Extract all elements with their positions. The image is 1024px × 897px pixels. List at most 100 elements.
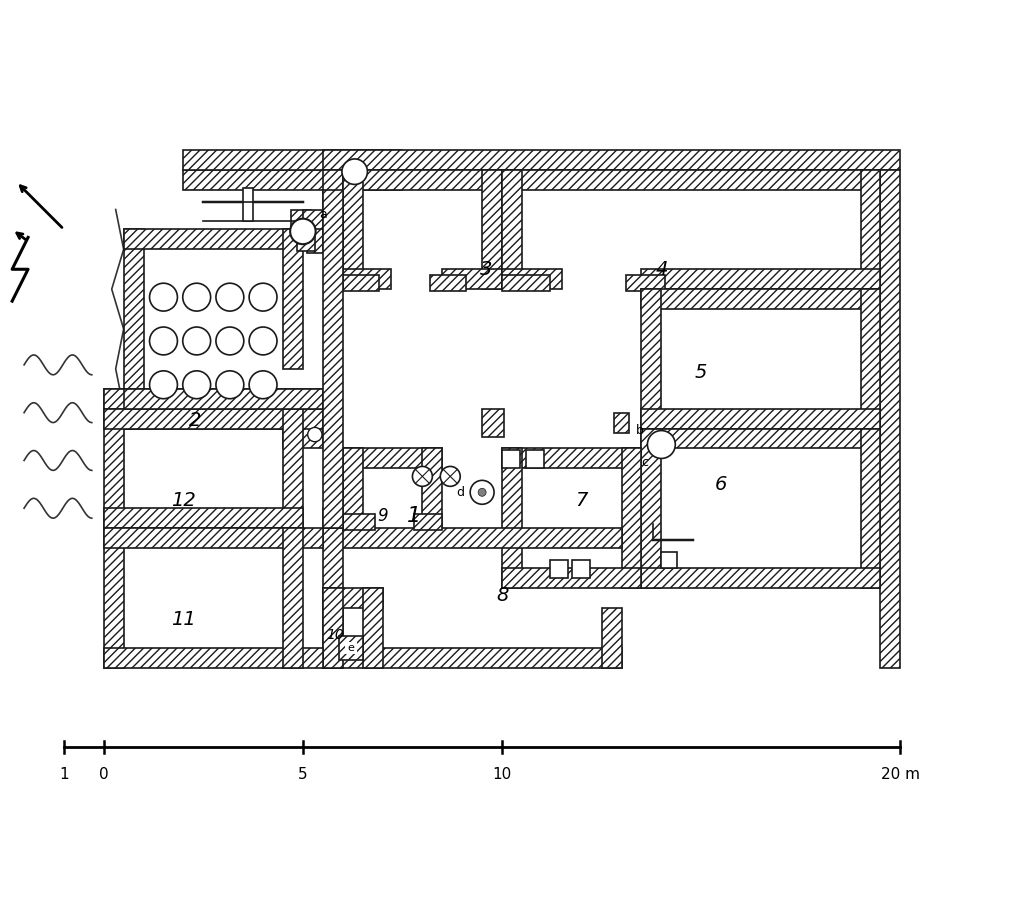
Bar <box>362 189 482 269</box>
Bar <box>323 189 343 528</box>
Bar <box>124 230 303 249</box>
Bar <box>103 528 323 548</box>
Bar <box>502 275 550 292</box>
Bar <box>345 641 356 654</box>
Bar <box>626 275 666 292</box>
Circle shape <box>342 159 368 185</box>
Circle shape <box>307 427 322 441</box>
Bar <box>526 450 544 468</box>
Circle shape <box>216 283 244 311</box>
Bar <box>103 388 124 667</box>
Circle shape <box>182 283 211 311</box>
Circle shape <box>182 327 211 355</box>
Bar <box>860 429 881 588</box>
Circle shape <box>182 370 211 398</box>
Bar <box>571 560 590 578</box>
Bar <box>641 289 662 429</box>
Bar <box>243 187 253 222</box>
Bar <box>662 552 677 568</box>
Bar <box>103 509 303 528</box>
Bar <box>307 228 327 253</box>
Bar <box>502 448 641 468</box>
Bar <box>522 468 622 568</box>
Bar <box>283 424 323 448</box>
Circle shape <box>150 283 177 311</box>
Text: 5: 5 <box>695 363 708 382</box>
Text: 11: 11 <box>171 610 196 630</box>
Bar <box>343 448 362 528</box>
Text: 4: 4 <box>655 260 668 279</box>
Text: a: a <box>318 208 327 222</box>
Bar <box>323 509 343 528</box>
Bar <box>602 608 622 667</box>
Text: 10: 10 <box>327 628 344 641</box>
Bar <box>482 170 502 289</box>
Bar <box>339 636 362 659</box>
Bar <box>860 170 881 289</box>
Bar <box>343 269 390 289</box>
Bar <box>103 388 323 409</box>
Bar <box>362 588 383 667</box>
Bar <box>283 409 303 528</box>
Bar <box>502 170 881 189</box>
Text: e: e <box>347 642 354 653</box>
Bar <box>124 388 323 409</box>
Bar <box>283 230 303 369</box>
Circle shape <box>470 481 494 504</box>
Bar <box>124 429 283 509</box>
Circle shape <box>150 370 177 398</box>
Text: 1: 1 <box>408 506 422 527</box>
Bar <box>860 289 881 429</box>
Bar <box>343 170 502 189</box>
Bar <box>303 210 343 230</box>
Bar <box>323 588 383 608</box>
Bar <box>502 450 520 468</box>
Bar <box>662 309 860 409</box>
Circle shape <box>249 327 278 355</box>
Bar <box>124 548 283 648</box>
Bar <box>641 429 881 448</box>
Bar <box>323 170 343 210</box>
Bar <box>297 233 314 251</box>
Bar <box>641 568 881 588</box>
Circle shape <box>249 370 278 398</box>
Text: c: c <box>641 457 648 469</box>
Bar <box>415 514 442 530</box>
Bar <box>103 648 323 667</box>
Bar <box>641 289 881 309</box>
Text: 1: 1 <box>59 767 69 782</box>
Text: 12: 12 <box>171 491 196 509</box>
Bar <box>343 275 379 292</box>
Bar <box>550 560 567 578</box>
Text: b: b <box>636 424 643 437</box>
Text: 3: 3 <box>480 260 493 279</box>
Bar <box>613 413 630 432</box>
Bar <box>283 528 303 667</box>
Text: 20 m: 20 m <box>881 767 920 782</box>
Bar <box>641 269 881 289</box>
Bar <box>183 170 402 189</box>
Circle shape <box>290 219 315 244</box>
Bar <box>641 409 881 429</box>
Text: 8: 8 <box>496 587 508 605</box>
Circle shape <box>249 283 278 311</box>
Bar <box>183 150 402 170</box>
Text: d: d <box>457 486 464 500</box>
Bar <box>662 448 860 568</box>
Bar <box>522 189 860 269</box>
Bar <box>124 230 143 429</box>
Bar <box>442 269 502 289</box>
Bar <box>291 210 311 230</box>
Bar <box>422 448 442 528</box>
Bar <box>362 468 422 509</box>
Text: 9: 9 <box>377 507 388 526</box>
Bar <box>323 588 343 667</box>
Bar <box>323 528 343 667</box>
Text: 6: 6 <box>715 475 727 494</box>
Bar <box>502 170 522 289</box>
Bar <box>323 528 622 548</box>
Bar <box>323 210 343 249</box>
Circle shape <box>478 488 486 496</box>
Bar <box>881 170 900 667</box>
Bar <box>622 448 641 588</box>
